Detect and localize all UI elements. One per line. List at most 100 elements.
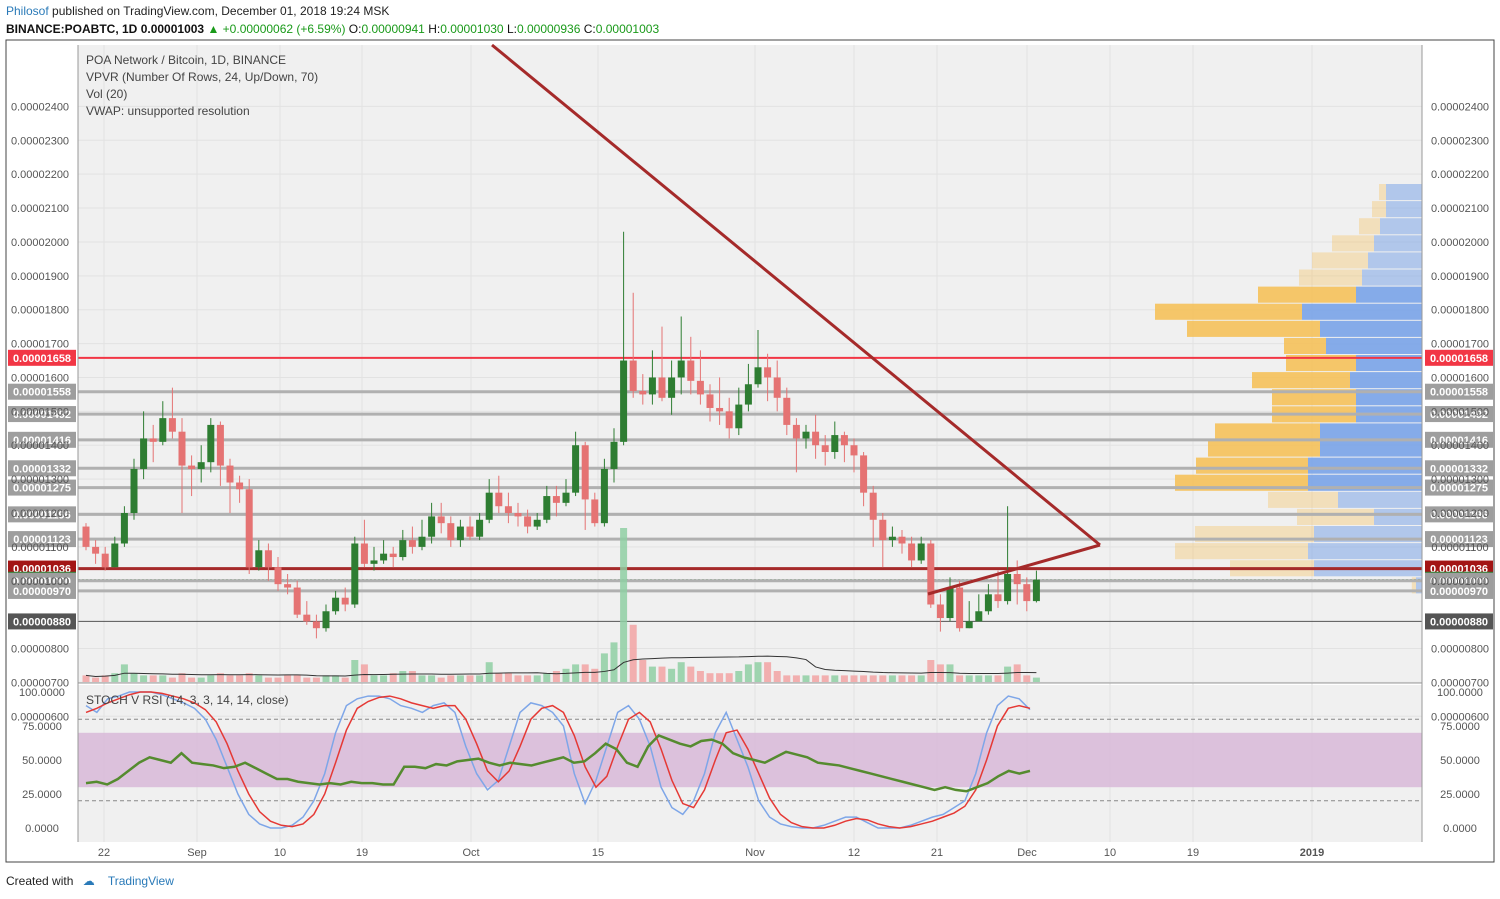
volume-bar [351,660,359,682]
legend-title: POA Network / Bitcoin, 1D, BINANCE [86,53,286,67]
candle-body [312,621,320,629]
volume-bar [293,675,301,682]
candle-body [620,360,628,442]
osc-tick-right: 100.0000 [1437,687,1483,699]
volume-bar [466,675,474,682]
y-tick-label-left: 0.00000800 [11,644,69,656]
vpvr-up-bar [1416,577,1422,594]
legend-stoch: STOCH V RSI (14, 3, 3, 14, 14, close) [86,693,289,707]
candle-body [572,445,580,493]
volume-bar [370,675,378,682]
candle-body [456,526,464,541]
candle-body [965,621,973,629]
vpvr-down-bar [1196,457,1308,474]
volume-bar [965,675,973,682]
volume-bar [245,673,253,682]
volume-bar [226,675,234,682]
candle-body [504,506,512,514]
candle-body [956,587,964,629]
y-tick-label-left: 0.00001200 [11,508,69,520]
volume-bar [917,675,925,682]
y-tick-label-left: 0.00002100 [11,203,69,215]
legend-vwap: VWAP: unsupported resolution [86,104,250,118]
candle-body [744,384,752,405]
tradingview-logo-icon: ☁ [82,874,95,888]
osc-tick-left: 75.0000 [22,721,62,733]
x-tick-label: 2019 [1300,847,1324,859]
volume-bar [408,671,416,682]
candle-body [351,543,359,605]
volume-bar [764,662,772,682]
volume-bar [485,662,493,682]
level-tag-right [1425,383,1493,400]
volume-bar [389,673,397,682]
level-label-left: 0.00001416 [13,435,71,447]
level-tag-left [8,460,76,477]
publish-info: Philosof published on TradingView.com, D… [6,4,389,18]
level-tag-left [8,613,76,630]
y-tick-label-right: 0.00001200 [1431,508,1489,520]
candle-body [888,536,896,541]
candle-body [293,587,301,615]
vpvr-up-bar [1302,303,1422,320]
vpvr-down-bar [1215,423,1320,440]
y-tick-label-right: 0.00001500 [1431,406,1489,418]
y-tick-label-right: 0.00002400 [1431,101,1489,113]
x-tick-label: 19 [1187,847,1199,859]
close-label: C: [583,22,596,36]
volume-bar [111,673,119,682]
candle-body [255,550,263,568]
y-tick-label-left: 0.00002200 [11,169,69,181]
volume-bar [591,668,599,682]
level-tag-right [1425,582,1493,599]
osc-line-d [85,691,1031,829]
volume-bar [236,675,244,682]
volume-bar [639,660,647,682]
low-value: 0.00000936 [516,22,581,36]
legend: POA Network / Bitcoin, 1D, BINANCE VPVR … [86,53,318,707]
candle-body [860,455,868,493]
axes: 0.00000600 0.00000600 0.00000700 0.00000700… [11,45,1489,859]
volume-bar [1023,675,1031,682]
candle-body [1023,584,1031,602]
candle-body [476,519,484,537]
created-with: Created with [6,874,74,888]
level-tag-right [1425,531,1493,548]
y-tick-label-left: 0.00000700 [11,677,69,689]
candle-body [792,424,800,439]
volume-bar [303,677,311,682]
volume-bar [159,675,167,682]
candle-body [552,496,560,503]
vpvr-down-bar [1268,491,1338,508]
volume-bar [735,671,743,682]
y-tick-label-right: 0.00002300 [1431,135,1489,147]
legend-vpvr: VPVR (Number Of Rows, 24, Up/Down, 70) [86,70,318,84]
candle-body [677,360,685,378]
y-tick-label-right: 0.00000800 [1431,644,1489,656]
candle-body [332,597,340,612]
candle-body [581,445,589,500]
volume-bar [984,675,992,682]
volume-bar [264,677,272,682]
vpvr-up-bar [1386,201,1422,218]
y-tick-label-left: 0.00002400 [11,101,69,113]
tradingview-link[interactable]: TradingView [107,874,174,888]
candle-body [437,516,445,524]
candle-body [975,611,983,622]
candle-body [370,560,378,564]
volume-bar [274,677,282,682]
price-pane [78,45,1422,682]
level-label-left: 0.00001275 [13,483,71,495]
volume-bar [447,675,455,682]
candle-body [284,584,292,588]
volume-bar [716,673,724,682]
candle-body [754,367,762,385]
candle-body [917,543,925,561]
volume-bar [178,673,186,682]
vpvr-up-bar [1374,508,1422,525]
author-link[interactable]: Philosof [6,4,49,18]
candle-body [946,587,954,619]
candle-body [197,462,205,469]
level-label-right: 0.00001123 [1430,534,1488,546]
